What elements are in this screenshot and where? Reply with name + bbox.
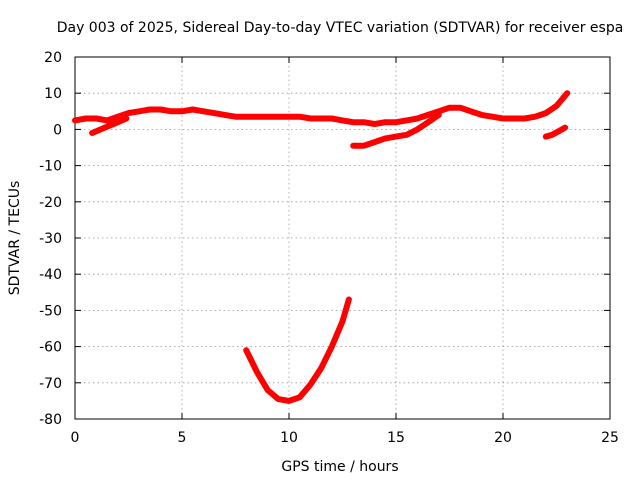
x-tick-label: 5 [178, 430, 187, 446]
y-tick-label: -50 [39, 303, 62, 319]
data-series [72, 90, 571, 404]
series-main-band [72, 90, 571, 127]
series-rising-segment [350, 111, 442, 149]
series-deep-curve [243, 296, 352, 404]
series-late-segment [542, 124, 569, 140]
x-tick-label: 25 [601, 430, 619, 446]
x-tick-label: 0 [71, 430, 80, 446]
x-tick-label: 20 [494, 430, 512, 446]
y-axis-label: SDTVAR / TECUs [7, 181, 23, 296]
y-tick-label: -30 [39, 231, 62, 247]
series-early-dip [89, 115, 130, 136]
y-tick-label: -20 [39, 195, 62, 211]
y-tick-label: 20 [44, 50, 62, 66]
axis-ticks: 0 5 10 15 20 25 20 10 0 -10 -20 -30 -40 -50 -60 -70 -80 [39, 50, 619, 446]
y-tick-label: -40 [39, 267, 62, 283]
chart-title: Day 003 of 2025, Sidereal Day-to-day VTE… [57, 20, 624, 36]
y-tick-label: -70 [39, 376, 62, 392]
y-tick-label: -60 [39, 340, 62, 356]
x-tick-label: 15 [387, 430, 405, 446]
y-tick-label: 0 [53, 122, 62, 138]
x-axis-label: GPS time / hours [281, 459, 398, 475]
y-tick-label: -10 [39, 159, 62, 175]
y-tick-label: 10 [44, 86, 62, 102]
y-tick-label: -80 [39, 412, 62, 428]
x-tick-label: 10 [280, 430, 298, 446]
grid-lines [75, 57, 610, 419]
